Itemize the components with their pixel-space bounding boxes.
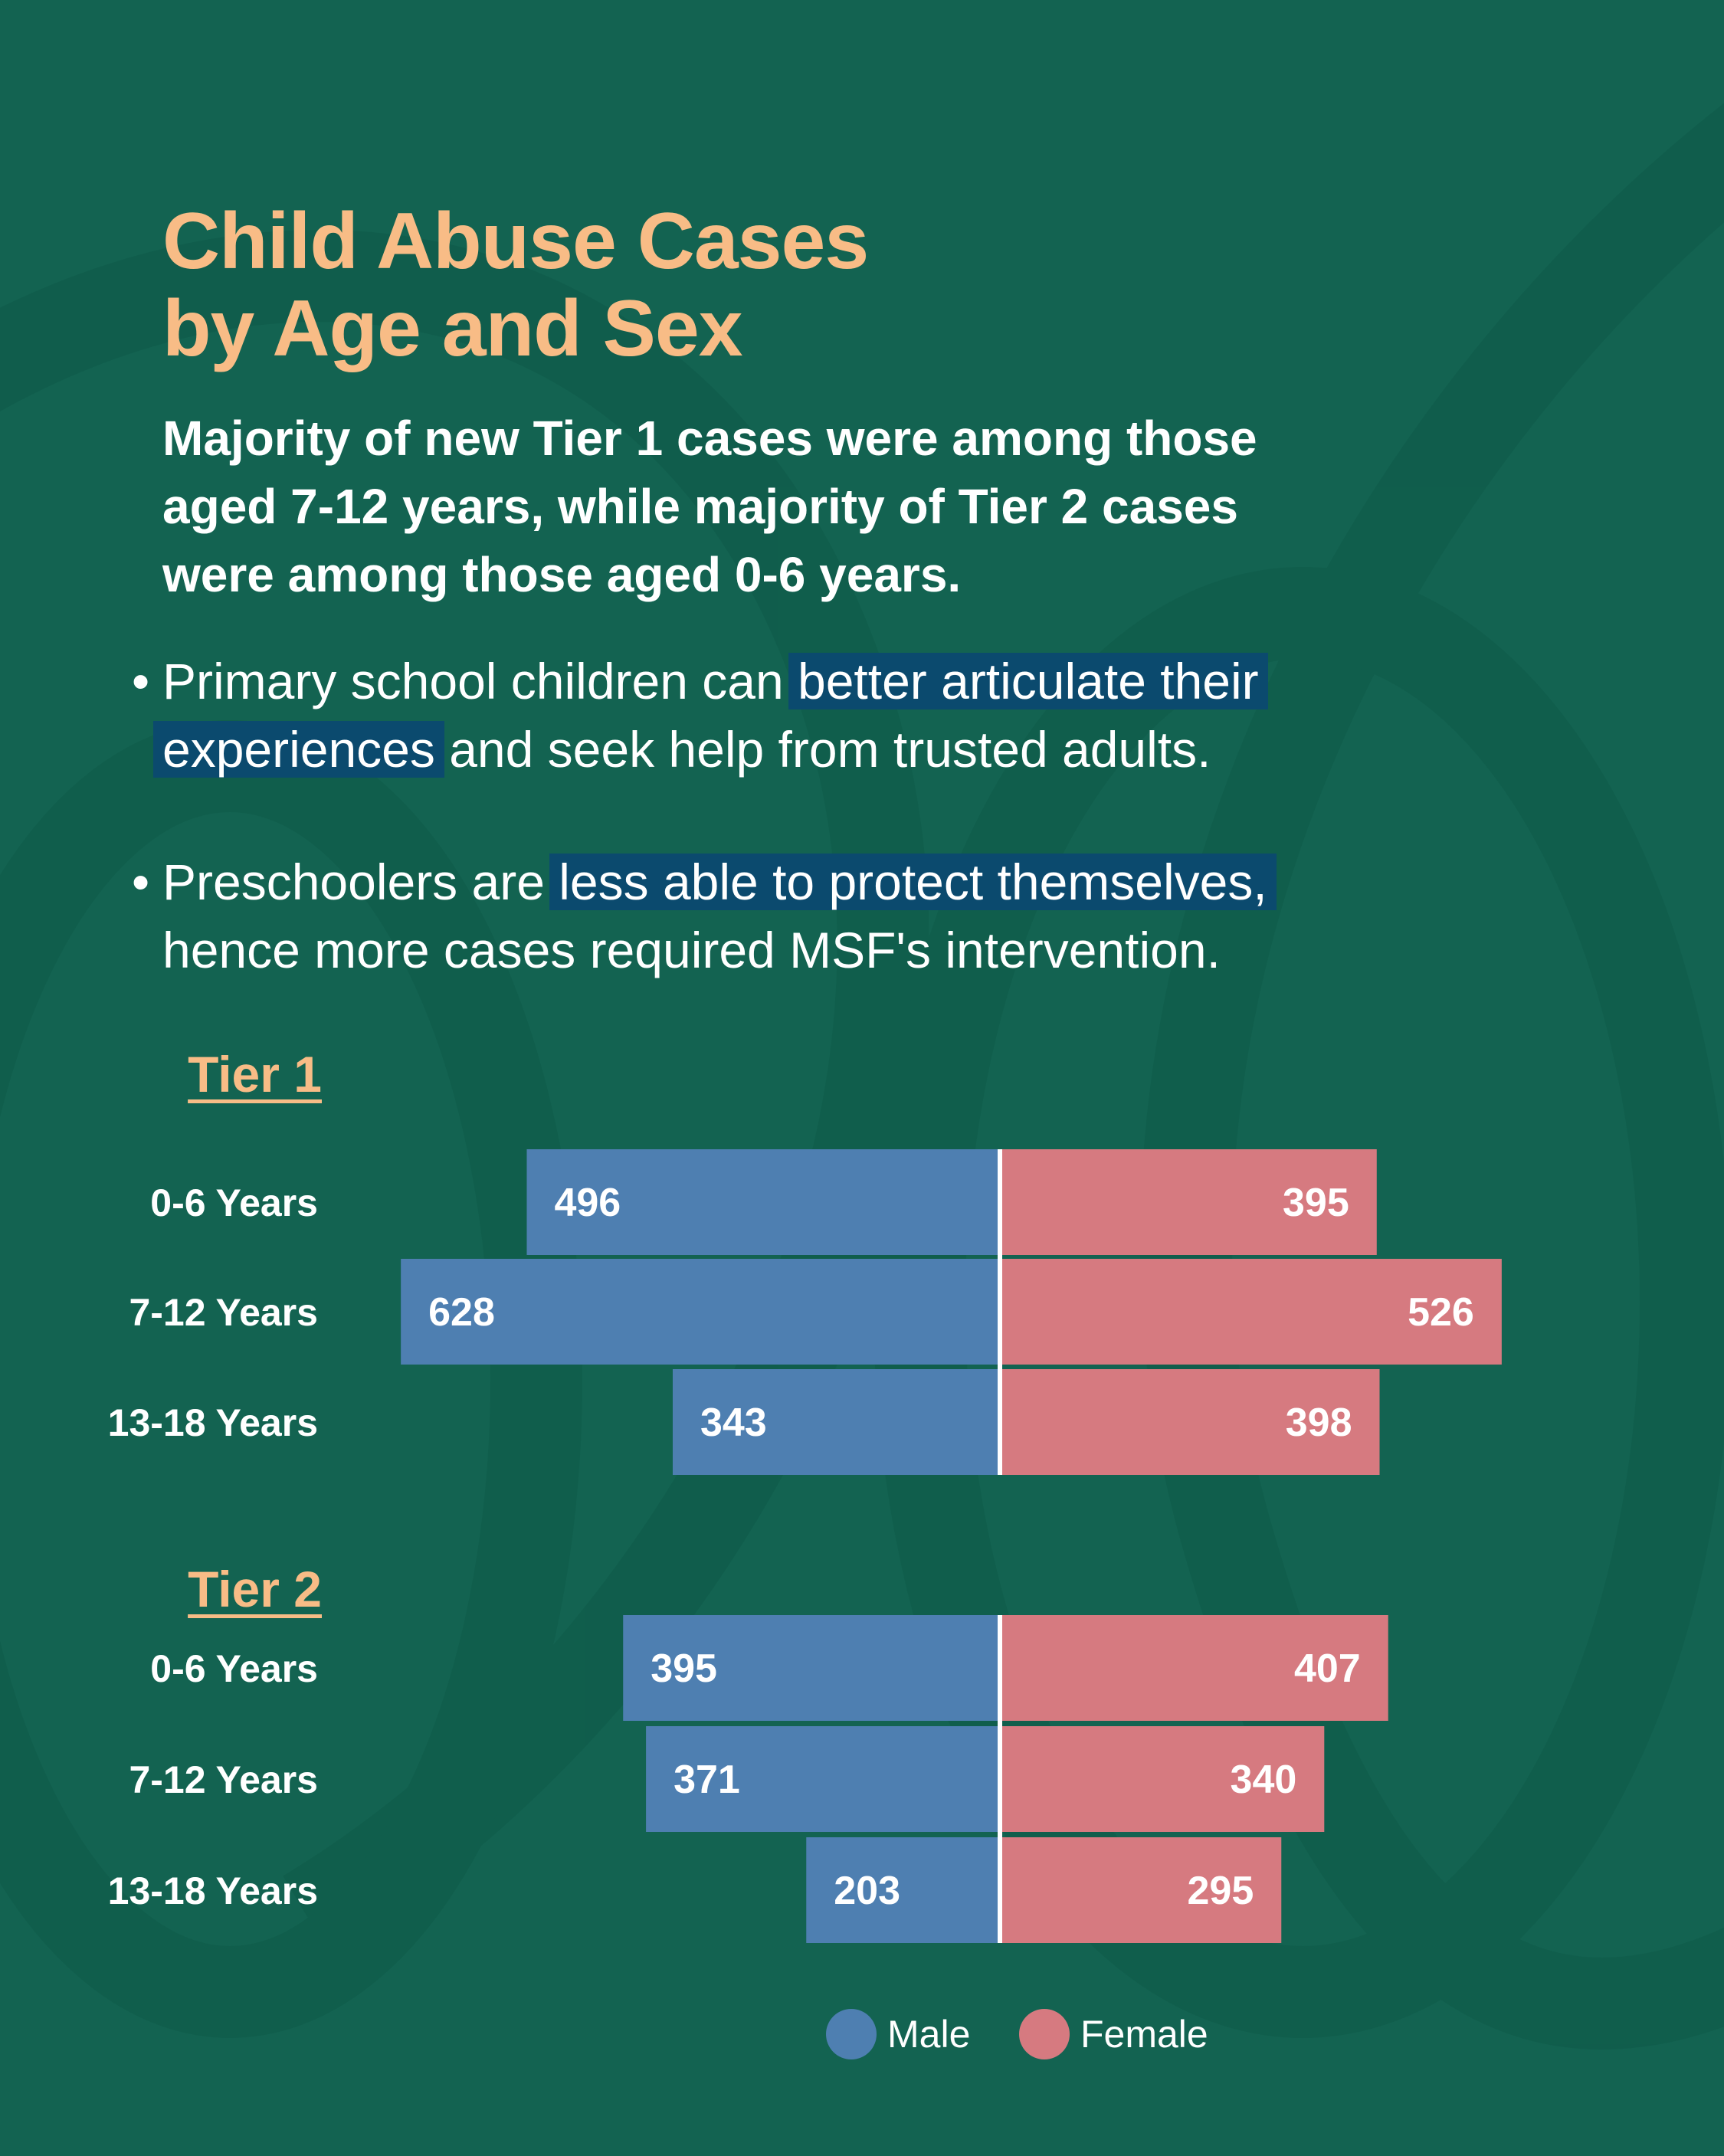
bullet-dot: • [132, 854, 150, 910]
tier-2-0-6-years-male-value: 395 [651, 1646, 717, 1691]
bullet-1-text-pre: Primary school children can [162, 653, 798, 709]
bullet-2-line-2: hence more cases required MSF's interven… [162, 922, 1221, 978]
tier-2-0-6-years-female-bar [1000, 1615, 1388, 1721]
bullet-1-highlight-1: better articulate their [788, 653, 1268, 709]
tier-1-7-12-years-female-bar [1000, 1259, 1502, 1365]
bullet-1-highlight-2: experiences [153, 721, 444, 778]
tier-1-0-6-years-female-bar [1000, 1149, 1377, 1255]
bullet-2-highlight: less able to protect themselves, [549, 854, 1277, 910]
bullet-2-line-1: Preschoolers are less able to protect th… [162, 848, 1618, 916]
tier-1-7-12-years-category-label: 7-12 Years [129, 1291, 318, 1334]
tier-1-label: Tier 1 [188, 1046, 322, 1103]
bullet-1: • Primary school children can better art… [132, 647, 1618, 784]
legend-female: Female [1019, 2009, 1208, 2059]
tier-1-13-18-years-female-value: 398 [1286, 1401, 1352, 1445]
tier-1-13-18-years-male-value: 343 [700, 1401, 767, 1445]
tier-1-0-6-years-male-value: 496 [554, 1181, 621, 1225]
bullet-2: • Preschoolers are less able to protect … [132, 848, 1618, 985]
tier-1-13-18-years-category-label: 13-18 Years [108, 1401, 318, 1444]
bullet-1-line-1: Primary school children can better artic… [162, 647, 1618, 716]
subtitle-line-1: Majority of new Tier 1 cases were among … [162, 411, 1257, 466]
bullet-2-text-pre: Preschoolers are [162, 854, 559, 910]
page-title: Child Abuse Cases by Age and Sex [162, 197, 869, 373]
legend-male-label: Male [887, 2013, 971, 2056]
tier-2-13-18-years-male-value: 203 [834, 1869, 900, 1913]
subtitle-line-2: aged 7-12 years, while majority of Tier … [162, 479, 1238, 534]
tier-2-0-6-years-female-value: 407 [1294, 1646, 1361, 1691]
tier-2-label: Tier 2 [188, 1561, 322, 1617]
legend-female-label: Female [1080, 2013, 1208, 2056]
legend-male-swatch [826, 2009, 877, 2059]
tier-2-7-12-years-female-value: 340 [1231, 1758, 1297, 1802]
tier-2-13-18-years-category-label: 13-18 Years [108, 1869, 318, 1912]
bullet-1-line-2: experiences and seek help from trusted a… [153, 716, 1618, 784]
tier-1-13-18-years-male-bar [672, 1369, 1000, 1475]
bullet-dot: • [132, 653, 150, 709]
tier-1-13-18-years-female-bar [1000, 1369, 1380, 1475]
subtitle: Majority of new Tier 1 cases were among … [162, 405, 1618, 609]
tier-1-0-6-years-female-value: 395 [1283, 1181, 1349, 1225]
tier-1-7-12-years-female-value: 526 [1408, 1290, 1474, 1335]
subtitle-line-3: were among those aged 0-6 years. [162, 547, 962, 602]
bullet-1-text-post: and seek help from trusted adults. [434, 721, 1211, 778]
tier-2-7-12-years-category-label: 7-12 Years [129, 1758, 318, 1801]
tier-2-13-18-years-female-bar [1000, 1837, 1282, 1943]
tier-1-7-12-years-male-bar [401, 1259, 1000, 1365]
tier-2-0-6-years-category-label: 0-6 Years [150, 1647, 318, 1690]
legend-female-swatch [1019, 2009, 1070, 2059]
legend-male: Male [826, 2009, 970, 2059]
tier-2-7-12-years-male-value: 371 [674, 1758, 740, 1802]
tier-2-0-6-years-male-bar [623, 1615, 1000, 1721]
tier-1-0-6-years-male-bar [526, 1149, 1000, 1255]
tier-2-13-18-years-male-bar [806, 1837, 1000, 1943]
title-line-2: by Age and Sex [162, 284, 743, 373]
tier-2-7-12-years-female-bar [1000, 1726, 1325, 1832]
tier-1-7-12-years-male-value: 628 [428, 1290, 495, 1335]
tier-1-0-6-years-category-label: 0-6 Years [150, 1181, 318, 1224]
title-line-1: Child Abuse Cases [162, 197, 869, 286]
tier-2-13-18-years-female-value: 295 [1188, 1869, 1254, 1913]
tier-2-7-12-years-male-bar [646, 1726, 1000, 1832]
